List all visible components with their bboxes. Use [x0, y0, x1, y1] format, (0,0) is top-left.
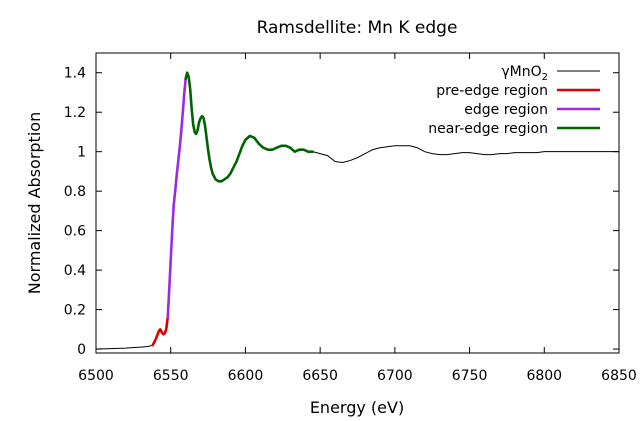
y-tick-label: 0.2 — [64, 303, 86, 319]
x-tick-label: 6650 — [302, 368, 338, 384]
y-tick-label: 1.2 — [64, 105, 86, 121]
x-tick-label: 6600 — [228, 368, 264, 384]
y-tick-label: 0.6 — [64, 224, 86, 240]
series-line-edge — [166, 77, 187, 319]
y-ticks: 0 0.2 0.4 0.6 0.8 1 1.2 1.4 — [64, 66, 619, 358]
y-tick-label: 1.4 — [64, 66, 86, 82]
y-tick-label: 0.8 — [64, 184, 86, 200]
legend-label-subscript: 2 — [542, 72, 548, 83]
legend-label-text: edge region — [464, 102, 548, 118]
legend-label: pre-edge region — [436, 83, 548, 99]
x-tick-label: 6750 — [452, 368, 488, 384]
legend-label: near-edge region — [428, 121, 548, 137]
y-tick-label: 0.4 — [64, 263, 86, 279]
chart-title: Ramsdellite: Mn K edge — [257, 18, 458, 38]
legend-label-text: γMnO — [501, 64, 541, 80]
series-line-pre-edge — [151, 316, 170, 347]
legend-label: edge region — [464, 102, 548, 118]
series-line-near-edge — [184, 71, 314, 183]
x-tick-label: 6500 — [78, 368, 114, 384]
y-tick-label: 0 — [77, 342, 86, 358]
legend-label: γMnO2 — [501, 64, 548, 83]
legend-label-text: pre-edge region — [436, 83, 548, 99]
x-ticks: 6500 6550 6600 6650 6700 6750 6800 6850 — [78, 53, 637, 384]
legend-label-text: near-edge region — [428, 121, 548, 137]
y-tick-label: 1 — [77, 145, 86, 161]
x-tick-label: 6700 — [377, 368, 413, 384]
x-tick-label: 6800 — [526, 368, 562, 384]
x-tick-label: 6850 — [601, 368, 637, 384]
x-axis-label: Energy (eV) — [310, 398, 404, 417]
y-axis-label: Normalized Absorption — [25, 112, 44, 294]
plot-frame — [95, 52, 620, 354]
series-layer — [95, 71, 619, 350]
x-tick-label: 6550 — [153, 368, 189, 384]
